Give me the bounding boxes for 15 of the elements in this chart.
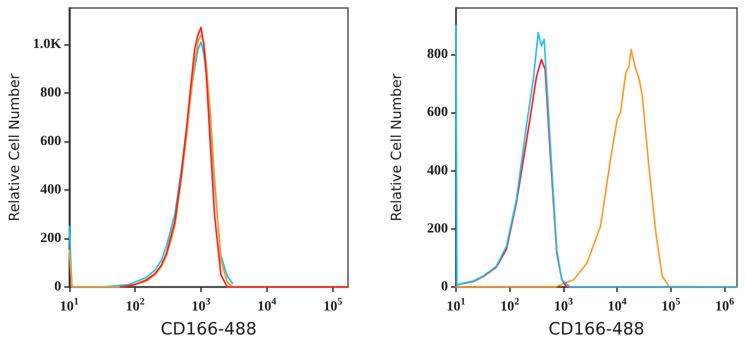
- y-tick-label: 1.0K: [32, 36, 62, 52]
- y-tick-label: 400: [427, 163, 448, 178]
- y-tick-label: 800: [427, 47, 448, 62]
- y-tick-label: 0: [441, 280, 448, 294]
- y-tick-label: 200: [40, 230, 62, 246]
- x-axis-title: CD166-488: [160, 320, 257, 340]
- y-tick-label: 0: [54, 280, 62, 294]
- y-axis-title: Relative Cell Number: [7, 73, 23, 222]
- x-axis-title: CD166-488: [548, 320, 644, 340]
- y-tick-label: 400: [40, 182, 62, 198]
- y-tick-label: 600: [427, 105, 448, 120]
- y-tick-label: 200: [427, 221, 448, 236]
- y-tick-label: 600: [40, 134, 62, 149]
- y-axis-title: Relative Cell Number: [389, 73, 405, 222]
- y-tick-label: 800: [40, 85, 62, 100]
